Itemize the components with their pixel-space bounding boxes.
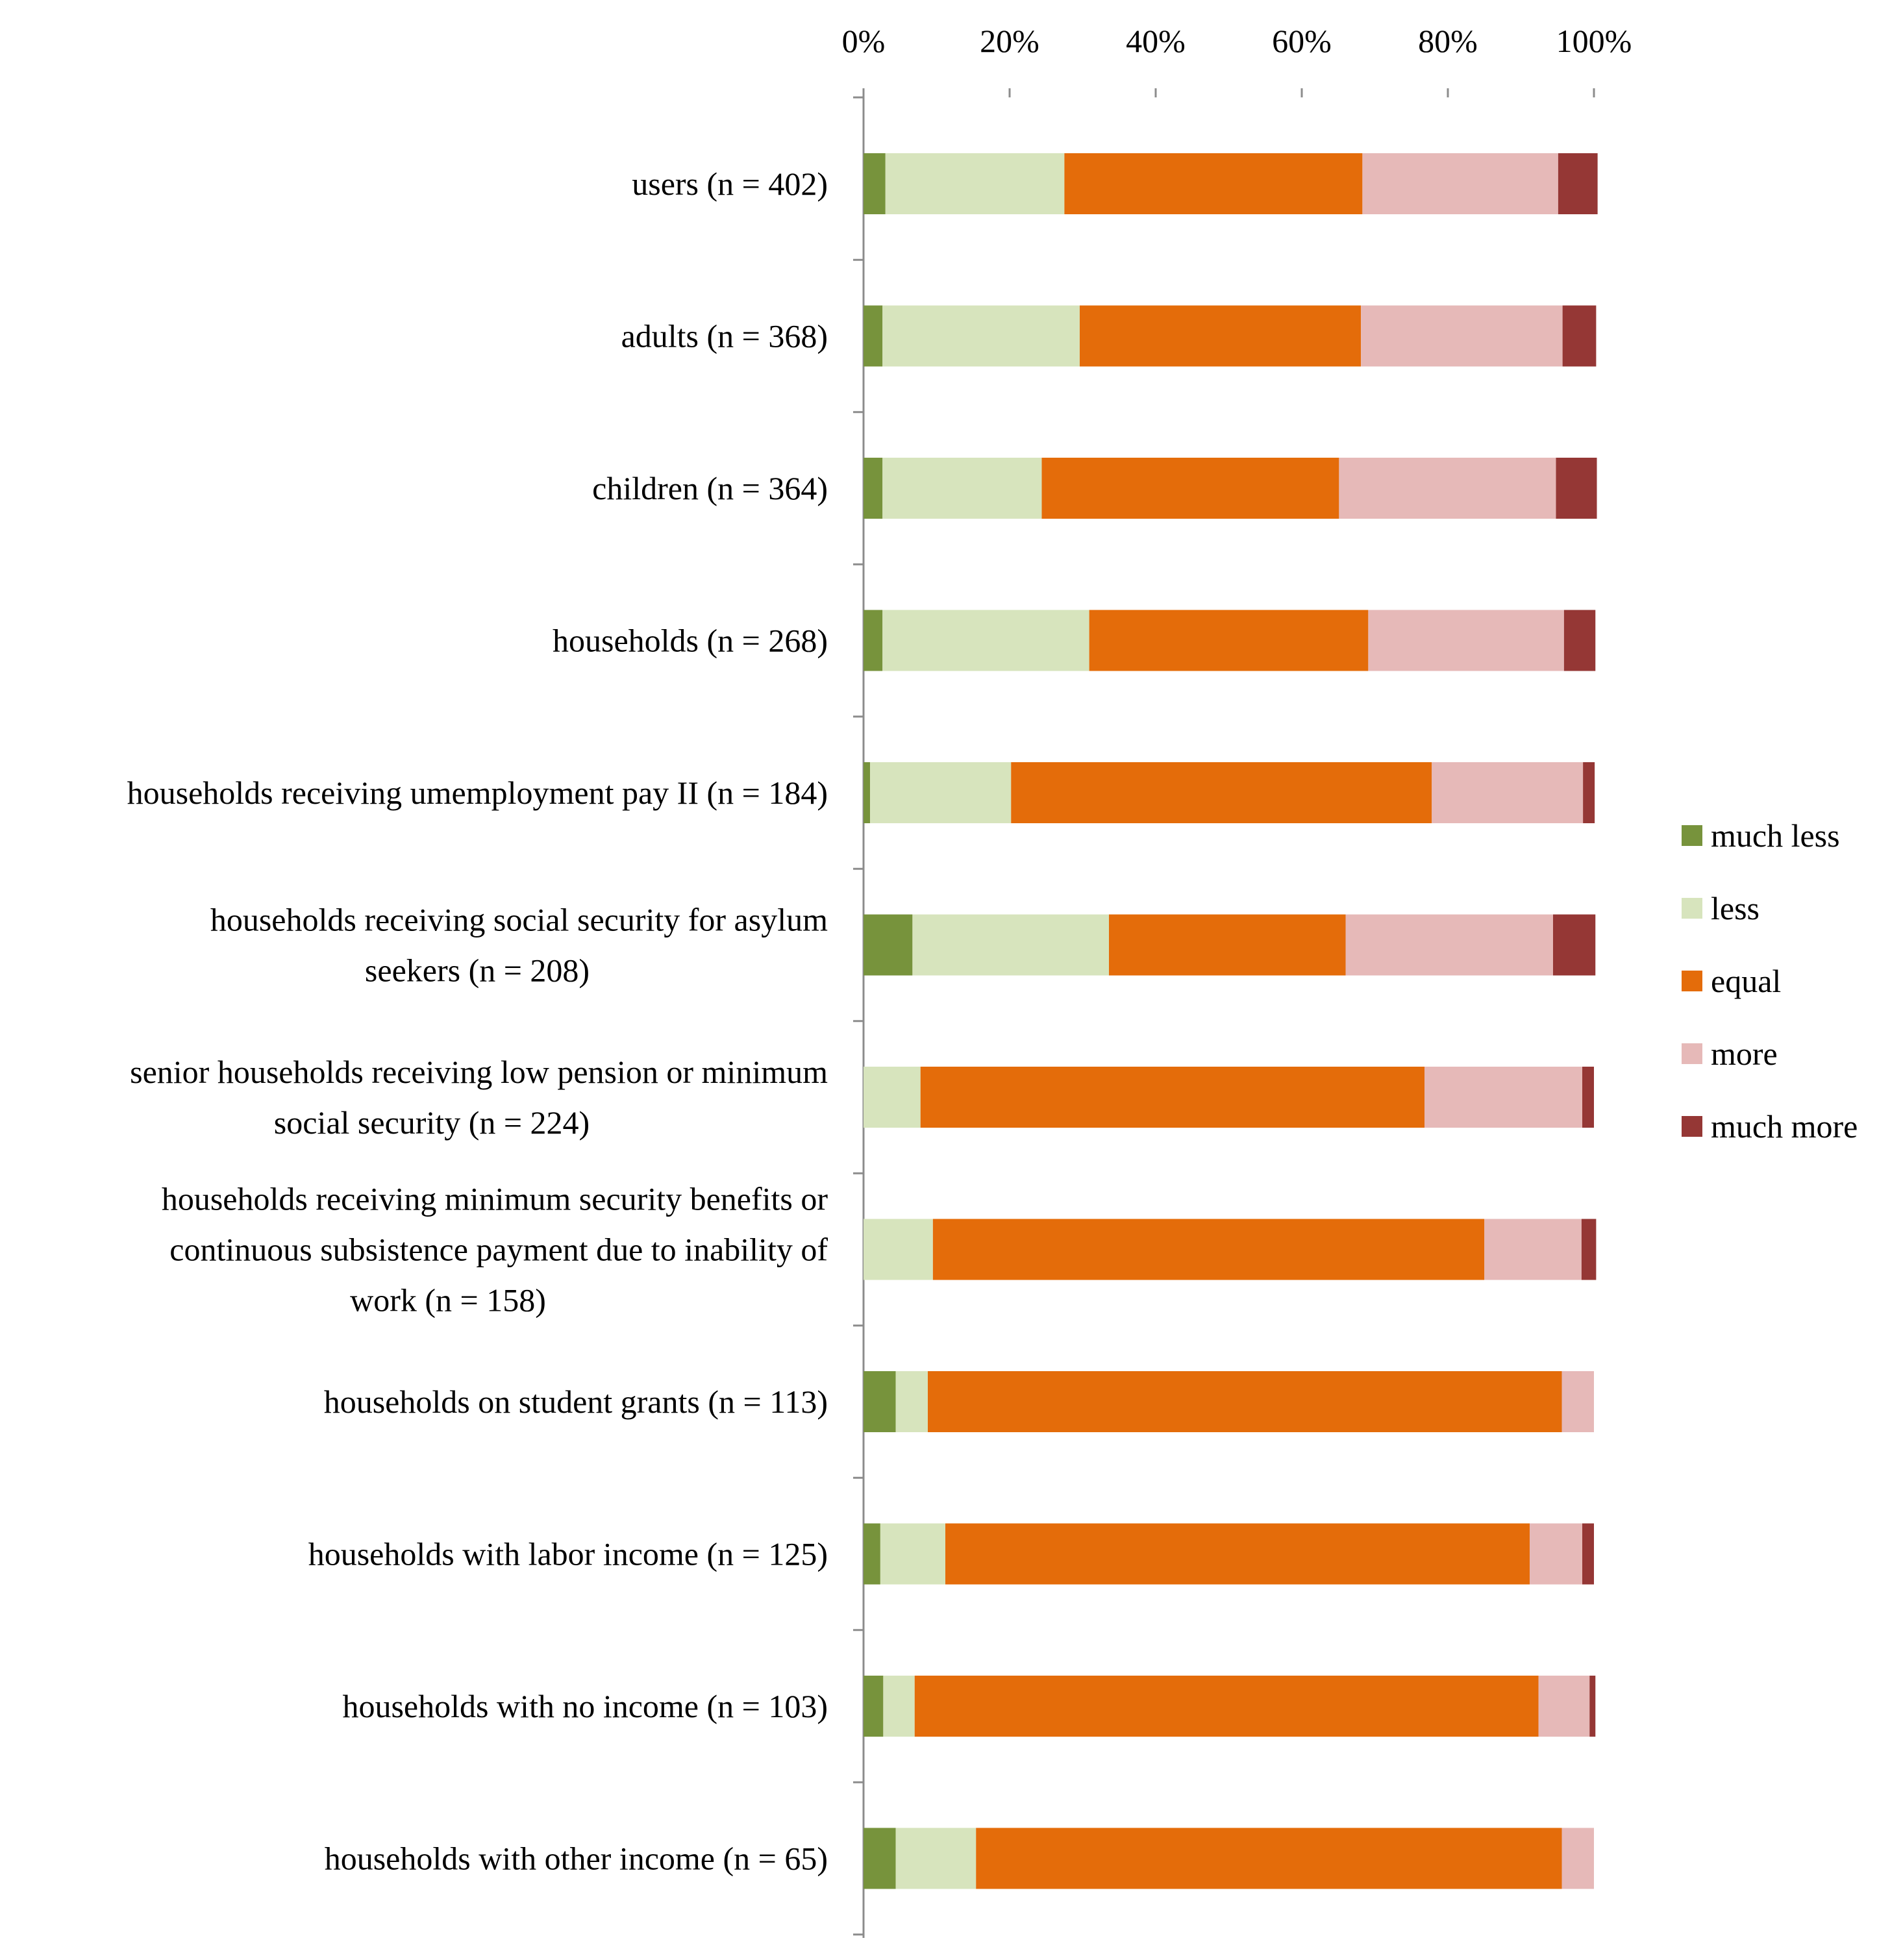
category-label: social security (n = 224) [274, 1104, 590, 1141]
legend-swatch [1682, 1043, 1702, 1064]
category-label: continuous subsistence payment due to in… [169, 1232, 828, 1268]
bar-segment [1361, 305, 1563, 367]
bar-segment [1089, 610, 1369, 671]
category-label: work (n = 158) [350, 1282, 546, 1319]
bar-segment [945, 1523, 1530, 1585]
bar-segment [882, 458, 1042, 519]
category-label: households receiving social security for… [210, 902, 828, 938]
bar-segment [1589, 1676, 1596, 1737]
x-tick-label: 20% [980, 23, 1039, 59]
category-label: adults (n = 368) [621, 318, 828, 354]
x-tick-label: 100% [1556, 23, 1632, 59]
bar-segment [1362, 153, 1558, 214]
y-axis [853, 96, 865, 1938]
bar-segment [920, 1067, 1424, 1128]
bar-segment [864, 1828, 896, 1889]
category-label: households receiving umemployment pay II… [127, 775, 828, 811]
legend-label: less [1711, 890, 1760, 926]
bar-segment [1583, 762, 1595, 823]
x-tick-label: 0% [842, 23, 886, 59]
bar-segment [1080, 305, 1362, 367]
category-label: senior households receiving low pension … [130, 1054, 828, 1090]
bar-segment [1561, 1828, 1594, 1889]
bar-segment [1582, 1523, 1594, 1585]
bar-segment [1538, 1676, 1590, 1737]
bar-segment [864, 1067, 921, 1128]
category-label: households (n = 268) [553, 623, 828, 659]
bar-segment [1530, 1523, 1582, 1585]
bar-segment [1558, 153, 1598, 214]
legend-swatch [1682, 825, 1702, 846]
bar-segment [1484, 1219, 1582, 1280]
bar-segment [882, 305, 1080, 367]
bar-segment [976, 1828, 1562, 1889]
bar-segment [928, 1371, 1562, 1432]
bar-segment [864, 1523, 880, 1585]
bar-segment [1581, 1219, 1597, 1280]
x-tick-label: 40% [1126, 23, 1186, 59]
category-label: households with labor income (n = 125) [308, 1536, 828, 1572]
legend-label: much less [1711, 817, 1840, 854]
bar-segment [912, 914, 1109, 976]
legend-label: equal [1711, 963, 1781, 999]
bar-segment [885, 153, 1065, 214]
bar-segment [864, 762, 871, 823]
bar-segment [1345, 914, 1553, 976]
x-tick-label: 60% [1272, 23, 1332, 59]
bar-segment [1563, 610, 1596, 671]
bar-segment [1553, 914, 1596, 976]
bar-segment [895, 1371, 928, 1432]
legend-swatch [1682, 971, 1702, 991]
category-label: households with other income (n = 65) [325, 1841, 828, 1877]
legend-swatch [1682, 1116, 1702, 1137]
bar-segment [1368, 610, 1564, 671]
bar-segment [864, 153, 886, 214]
bar-segment [864, 1371, 896, 1432]
bar-segment [1582, 1067, 1594, 1128]
category-label: households with no income (n = 103) [342, 1688, 828, 1724]
bar-segment [1041, 458, 1339, 519]
bar-segment [870, 762, 1012, 823]
x-axis: 0% 20% 40% 60% 80% 100% [842, 23, 1632, 97]
bar-segment [1339, 458, 1556, 519]
bar-segment [1109, 914, 1346, 976]
category-label: households receiving minimum security be… [162, 1181, 828, 1217]
legend-swatch [1682, 898, 1702, 919]
category-labels: users (n = 402) adults (n = 368) children … [127, 166, 828, 1877]
x-tick-label: 80% [1418, 23, 1478, 59]
bar-segment [1011, 762, 1432, 823]
bar-segment [914, 1676, 1539, 1737]
bar-segment [1561, 1371, 1594, 1432]
bar-segment [864, 914, 913, 976]
legend-label: more [1711, 1036, 1778, 1072]
bar-segment [864, 610, 883, 671]
bar-segment [883, 1676, 915, 1737]
category-label: users (n = 402) [632, 166, 828, 202]
category-label: households on student grants (n = 113) [324, 1383, 828, 1420]
bar-segment [932, 1219, 1485, 1280]
bar-segment [1064, 153, 1363, 214]
legend: much less less equal more much more [1682, 817, 1858, 1145]
bar-segment [880, 1523, 945, 1585]
legend-label: much more [1711, 1108, 1858, 1145]
bar-segment [882, 610, 1089, 671]
bars [864, 153, 1598, 1889]
bar-segment [1424, 1067, 1582, 1128]
bar-segment [1432, 762, 1584, 823]
category-label: children (n = 364) [592, 470, 828, 506]
category-label: seekers (n = 208) [365, 952, 590, 989]
bar-segment [895, 1828, 976, 1889]
bar-segment [864, 1676, 884, 1737]
bar-segment [864, 1219, 933, 1280]
bar-segment [1556, 458, 1597, 519]
bar-segment [864, 305, 883, 367]
bar-segment [864, 458, 883, 519]
bar-segment [1562, 305, 1597, 367]
